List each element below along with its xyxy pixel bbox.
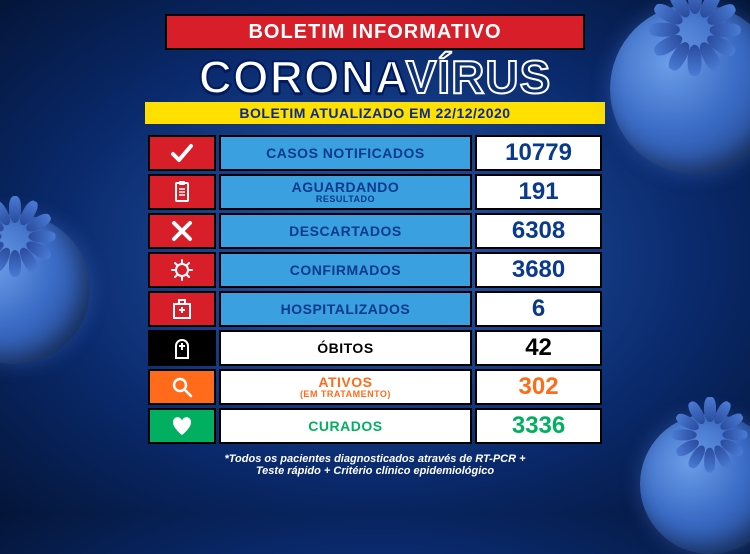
stat-value: 6308 [475,213,602,249]
virus-decor-1 [610,4,750,174]
stat-value: 10779 [475,135,602,171]
virus-decor-2 [0,214,90,364]
stat-label-text: ATIVOS [318,374,372,390]
stat-label-text: CURADOS [308,418,382,434]
stat-label-text: CASOS NOTIFICADOS [266,145,425,161]
table-row: CASOS NOTIFICADOS 10779 [148,135,602,171]
stat-label: CURADOS [219,408,472,444]
virus-decor-3 [640,414,750,554]
table-row: ÓBITOS 42 [148,330,602,366]
header-band: BOLETIM INFORMATIVO [165,14,585,50]
stat-label-text: HOSPITALIZADOS [281,301,411,317]
hospital-icon [148,291,216,327]
stat-label-text: AGUARDANDO [292,179,400,195]
stat-sublabel-text: (EM TRATAMENTO) [221,390,470,399]
title-virus: VÍRUS [406,51,552,103]
footnote-line1: *Todos os pacientes diagnosticados atrav… [0,453,750,465]
stat-value: 302 [475,369,602,405]
stat-label: CONFIRMADOS [219,252,472,288]
table-row: AGUARDANDORESULTADO191 [148,174,602,210]
table-row: DESCARTADOS 6308 [148,213,602,249]
stat-label: CASOS NOTIFICADOS [219,135,472,171]
stat-label: AGUARDANDORESULTADO [219,174,472,210]
heart-icon [148,408,216,444]
stat-label: DESCARTADOS [219,213,472,249]
table-row: HOSPITALIZADOS 6 [148,291,602,327]
subtitle-band: BOLETIM ATUALIZADO EM 22/12/2020 [145,102,605,124]
clipboard-icon [148,174,216,210]
stat-label-text: CONFIRMADOS [290,262,401,278]
table-row: CURADOS 3336 [148,408,602,444]
stat-sublabel-text: RESULTADO [221,195,470,204]
stat-value: 42 [475,330,602,366]
subtitle-text: BOLETIM ATUALIZADO EM 22/12/2020 [145,105,605,121]
stat-label: ÓBITOS [219,330,472,366]
stat-label: ATIVOS(EM TRATAMENTO) [219,369,472,405]
footnote: *Todos os pacientes diagnosticados atrav… [0,453,750,477]
search-icon [148,369,216,405]
stat-label-text: ÓBITOS [317,340,373,356]
stat-value: 191 [475,174,602,210]
stat-label-text: DESCARTADOS [289,223,402,239]
stat-value: 6 [475,291,602,327]
table-row: CONFIRMADOS 3680 [148,252,602,288]
stats-table: CASOS NOTIFICADOS10779AGUARDANDORESULTAD… [145,132,605,447]
stat-value: 3336 [475,408,602,444]
check-icon [148,135,216,171]
title-corona: CORONA [199,51,406,103]
x-icon [148,213,216,249]
stat-label: HOSPITALIZADOS [219,291,472,327]
header-band-text: BOLETIM INFORMATIVO [167,21,583,44]
tombstone-icon [148,330,216,366]
footnote-line2: Teste rápido + Critério clínico epidemio… [0,465,750,477]
virus-icon [148,252,216,288]
stat-value: 3680 [475,252,602,288]
table-row: ATIVOS(EM TRATAMENTO)302 [148,369,602,405]
